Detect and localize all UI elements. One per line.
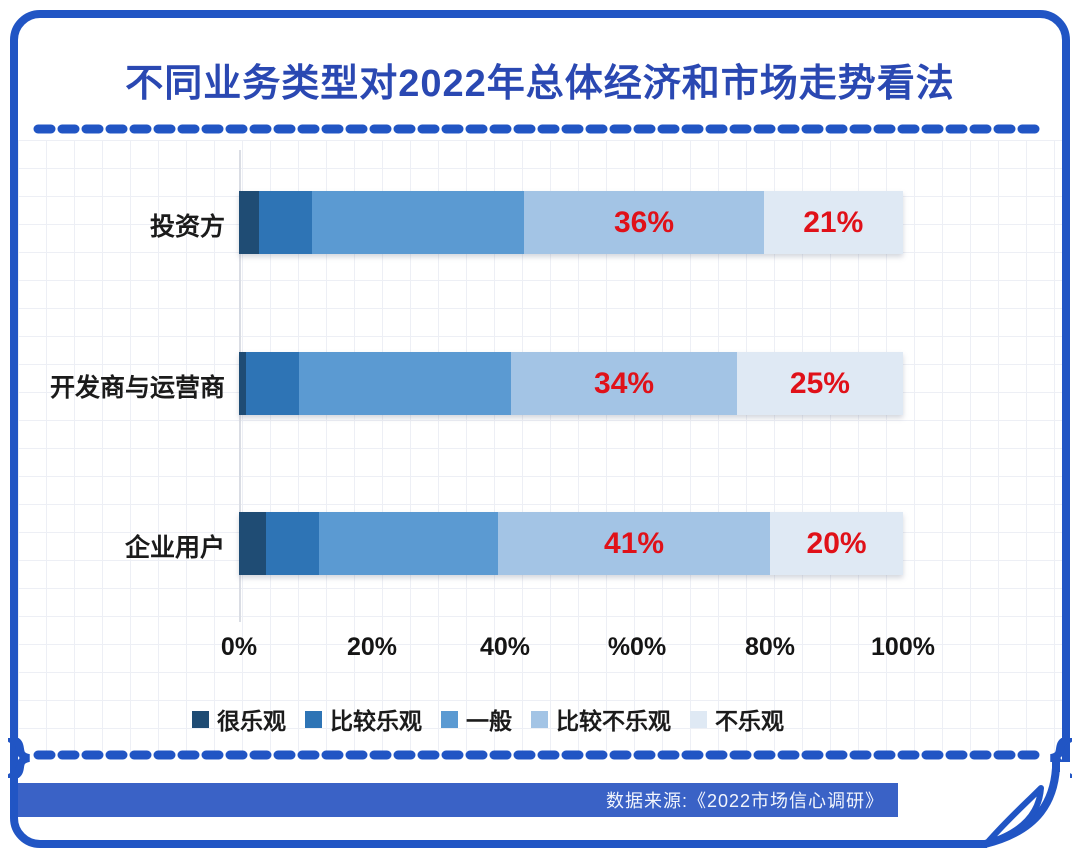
source-text: 数据来源:《2022市场信心调研》 [605, 791, 884, 811]
data-label: 21% [803, 205, 864, 239]
category-label: 开发商与运营商 [49, 374, 225, 402]
legend-item: 很乐观 [192, 702, 286, 736]
data-label: 34% [594, 366, 655, 400]
x-tick-label: 100% [871, 633, 935, 661]
bar-segment [318, 512, 498, 575]
x-tick-label: %0% [607, 633, 667, 661]
data-label: 41% [604, 526, 665, 560]
data-label: 25% [789, 366, 850, 400]
stacked-bar: 34% 25% [239, 352, 903, 415]
bar-segment [239, 352, 246, 415]
legend-swatch-icon [192, 710, 209, 728]
x-tick-label: 20% [346, 633, 398, 661]
legend-label: 很乐观 [217, 708, 286, 734]
bar-segment: 21% [763, 191, 903, 254]
bar-segment [298, 352, 512, 415]
legend-item: 一般 [441, 702, 512, 736]
source-band: 数据来源:《2022市场信心调研》 [18, 783, 898, 817]
x-tick-label: 80% [744, 633, 796, 661]
legend-label: 比较不乐观 [556, 708, 671, 734]
bar-segment: 20% [770, 512, 903, 575]
legend-item: 比较不乐观 [531, 702, 671, 736]
legend-swatch-icon [531, 710, 548, 728]
stacked-bar: 41% 20% [239, 512, 903, 575]
legend-label: 不乐观 [715, 708, 784, 734]
category-label: 企业用户 [124, 534, 225, 562]
category-label: 投资方 [149, 213, 225, 241]
stacked-bar: 36% 21% [239, 191, 903, 254]
page-curl-icon [955, 762, 1060, 848]
data-label: 20% [806, 526, 867, 560]
bar-segment [258, 191, 313, 254]
bar-segment: 41% [497, 512, 771, 575]
dotted-divider-top-icon [33, 124, 1047, 134]
legend-item: 比较乐观 [305, 702, 422, 736]
legend-swatch-icon [690, 710, 707, 728]
legend-swatch-icon [441, 710, 458, 728]
legend-label: 比较乐观 [330, 708, 422, 734]
legend-item: 不乐观 [690, 702, 784, 736]
card-border [10, 10, 1070, 848]
bar-segment [239, 512, 266, 575]
bar-segment: 36% [524, 191, 764, 254]
legend-label: 一般 [466, 708, 512, 734]
bar-segment: 34% [511, 352, 737, 415]
bar-segment [239, 191, 259, 254]
data-label: 36% [613, 205, 675, 239]
chart-legend: 很乐观 比较乐观 一般 比较不乐观 不乐观 [192, 702, 784, 736]
x-tick-label: 0% [220, 633, 258, 661]
x-tick-label: 40% [479, 633, 531, 661]
chart-title: 不同业务类型对2022年总体经济和市场走势看法 [125, 63, 955, 105]
bar-segment [245, 352, 299, 415]
legend-swatch-icon [305, 710, 322, 728]
bar-segment [265, 512, 319, 575]
dotted-divider-bottom-icon [33, 750, 1047, 760]
bar-segment [312, 191, 525, 254]
bar-segment: 25% [736, 352, 903, 415]
left-brace-icon [8, 738, 31, 778]
